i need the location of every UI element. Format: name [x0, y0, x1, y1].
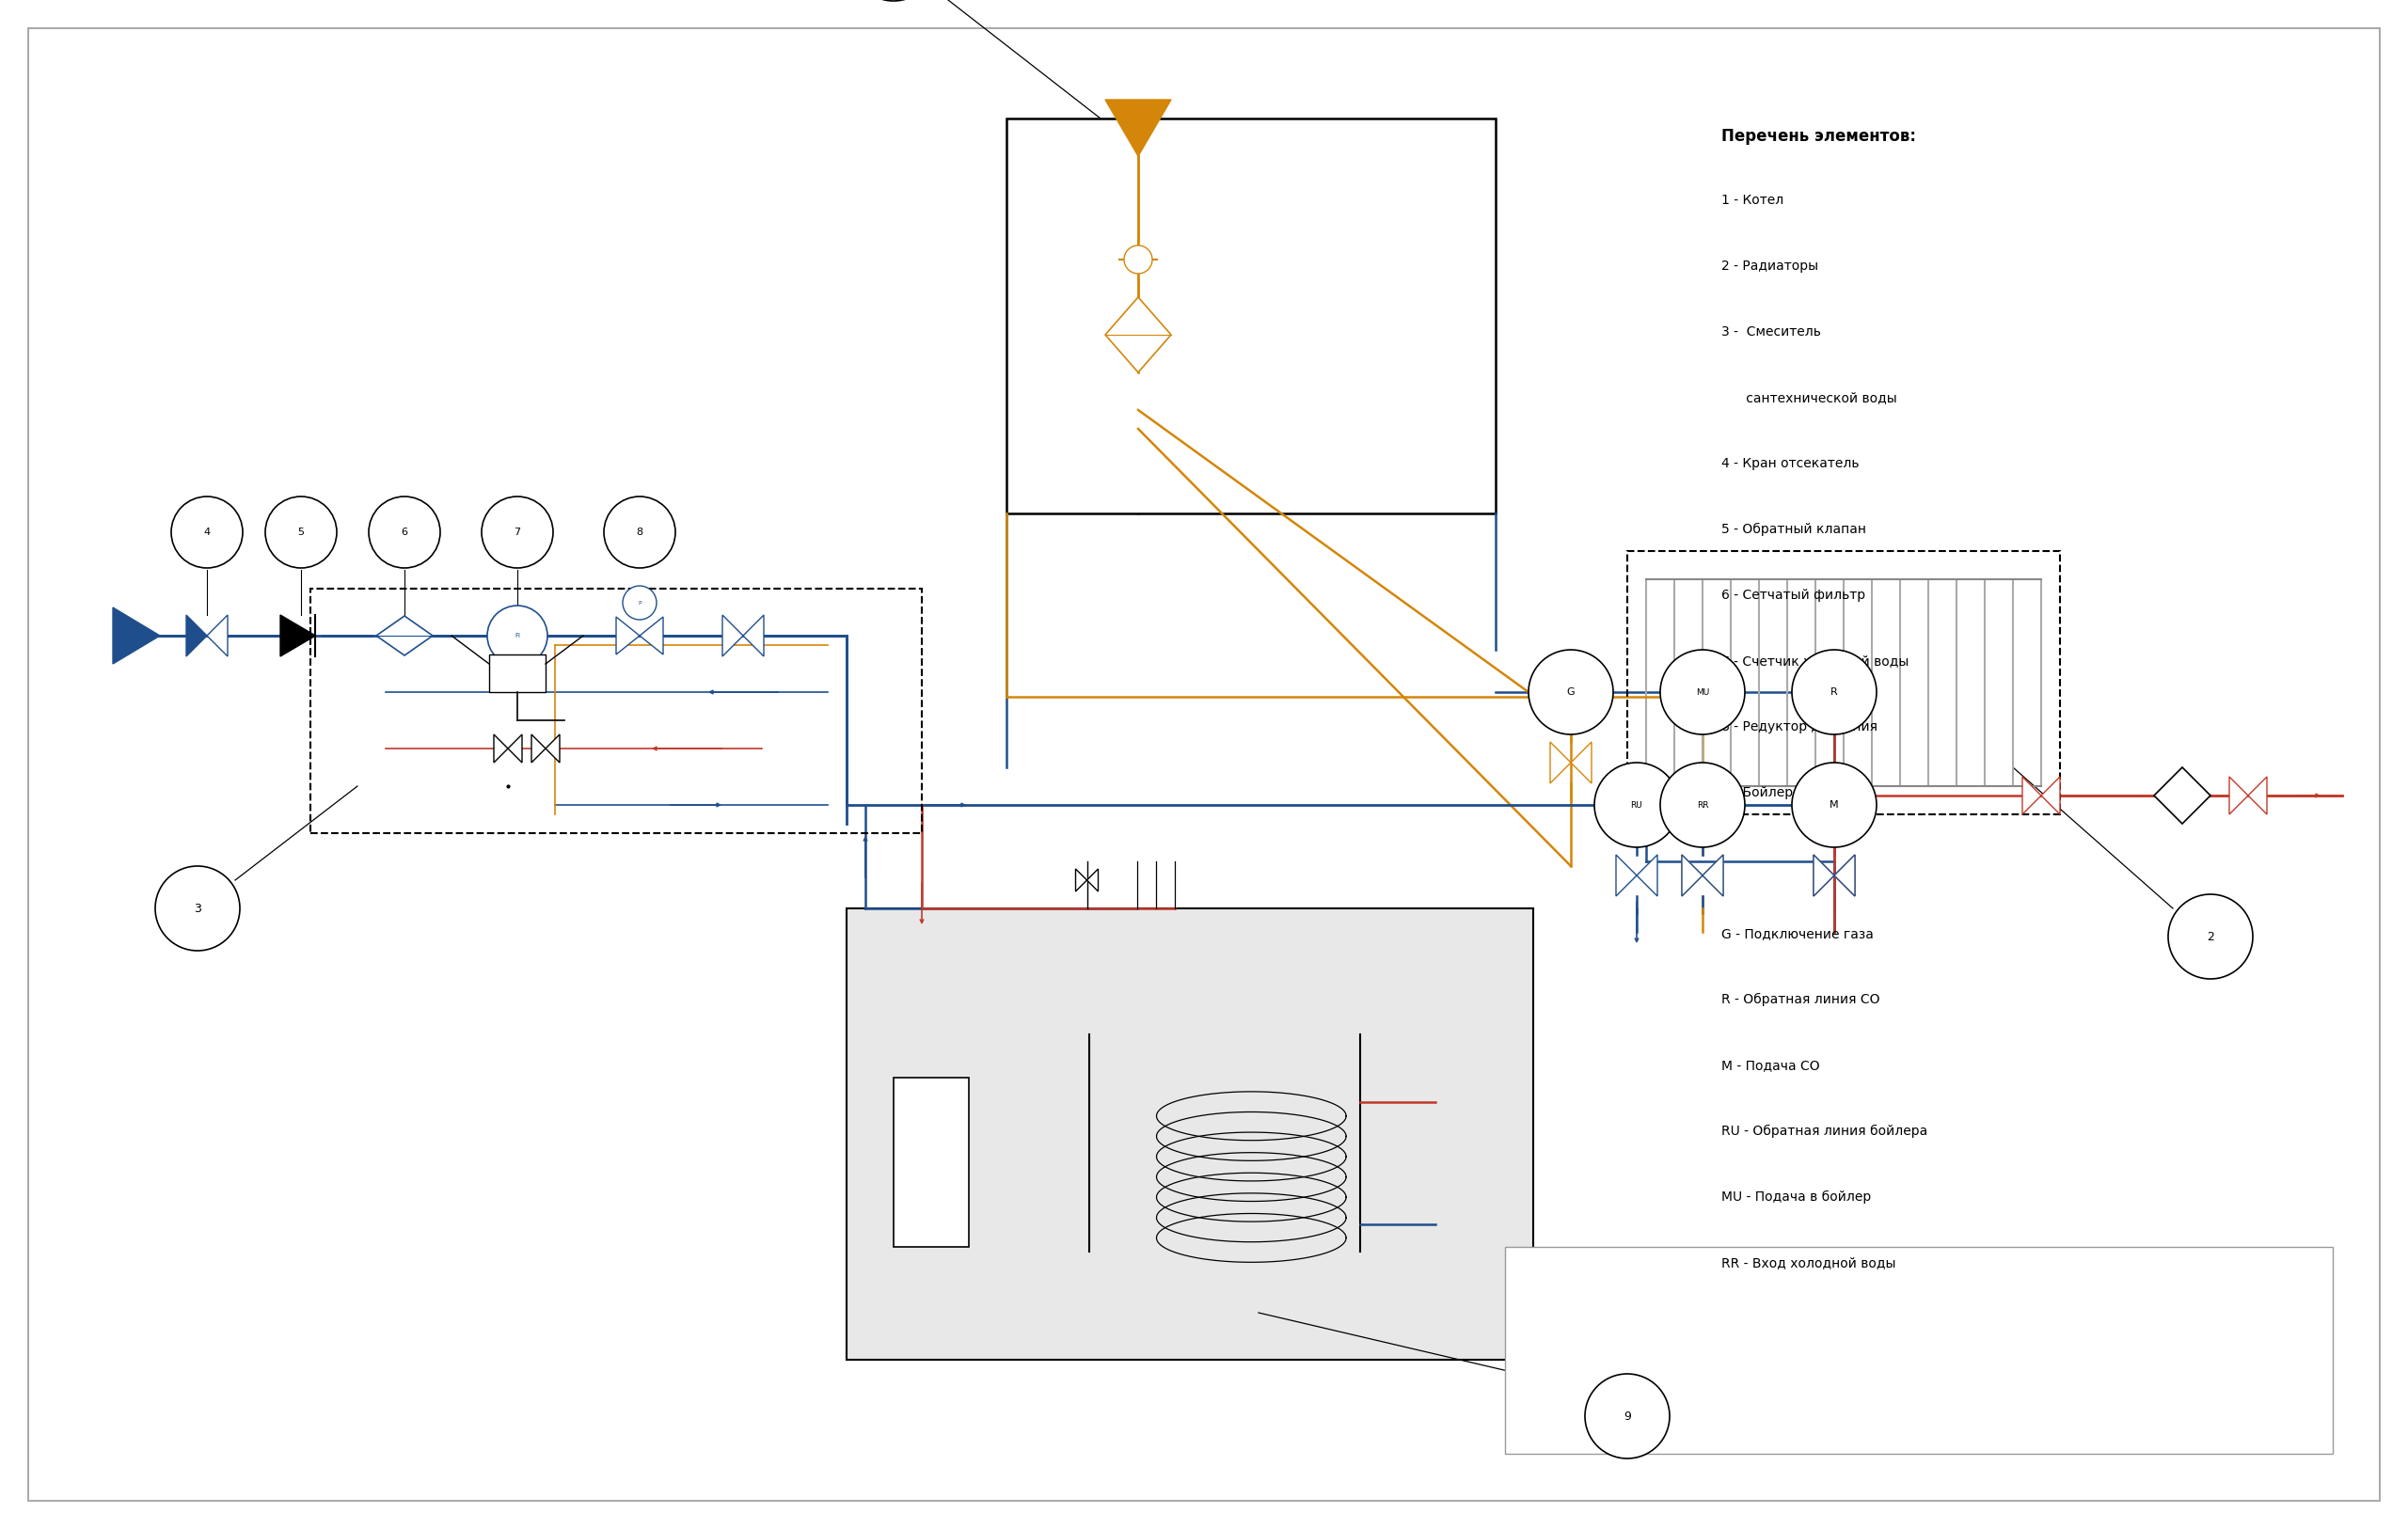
Polygon shape — [376, 616, 433, 656]
Circle shape — [486, 605, 547, 665]
Text: 2 - Радиаторы: 2 - Радиаторы — [1722, 260, 1818, 272]
Polygon shape — [279, 615, 315, 656]
Polygon shape — [1086, 868, 1098, 891]
Polygon shape — [722, 615, 744, 656]
Polygon shape — [641, 616, 662, 654]
Polygon shape — [185, 615, 207, 656]
Bar — [848, 908, 1534, 1359]
Bar — [1628, 550, 2059, 815]
Polygon shape — [489, 654, 547, 693]
Text: 8: 8 — [636, 528, 643, 537]
Polygon shape — [2023, 777, 2042, 815]
Text: M - Подача СО: M - Подача СО — [1722, 1058, 1820, 1072]
Text: FI: FI — [515, 633, 520, 639]
Text: MU: MU — [1695, 688, 1710, 696]
Bar — [893, 1078, 968, 1246]
Text: RU - Обратная линия бойлера: RU - Обратная линия бойлера — [1722, 1125, 1926, 1138]
Text: RU: RU — [1630, 801, 1642, 809]
Polygon shape — [508, 734, 523, 763]
Polygon shape — [1702, 855, 1724, 896]
Text: 6: 6 — [402, 528, 407, 537]
Circle shape — [171, 497, 243, 567]
Text: Перечень элементов:: Перечень элементов: — [1722, 128, 1917, 145]
Polygon shape — [207, 615, 229, 656]
Circle shape — [154, 865, 241, 951]
Text: M: M — [1830, 800, 1840, 810]
Circle shape — [1584, 1375, 1669, 1459]
Text: MU - Подача в бойлер: MU - Подача в бойлер — [1722, 1191, 1871, 1203]
Text: G - Подключение газа: G - Подключение газа — [1722, 927, 1873, 940]
Text: 8 - Редуктор давления: 8 - Редуктор давления — [1722, 720, 1878, 734]
Polygon shape — [494, 734, 508, 763]
Circle shape — [482, 497, 554, 567]
Polygon shape — [1105, 99, 1170, 156]
Circle shape — [1125, 246, 1153, 274]
Text: 9 - Бойлер: 9 - Бойлер — [1722, 786, 1794, 800]
Polygon shape — [616, 616, 641, 654]
Polygon shape — [2155, 768, 2211, 824]
Circle shape — [368, 497, 441, 567]
Polygon shape — [1105, 297, 1170, 373]
Text: 7 - Счетчик холодной воды: 7 - Счетчик холодной воды — [1722, 654, 1910, 668]
Text: 3 -  Смеситель: 3 - Смеситель — [1722, 326, 1820, 338]
Polygon shape — [1702, 855, 1724, 896]
Text: RR - Вход холодной воды: RR - Вход холодной воды — [1722, 1257, 1895, 1269]
Polygon shape — [744, 615, 763, 656]
Polygon shape — [547, 734, 559, 763]
Circle shape — [1594, 763, 1678, 847]
Polygon shape — [1813, 855, 1835, 896]
Text: 9: 9 — [1623, 1410, 1630, 1422]
Text: 5 - Обратный клапан: 5 - Обратный клапан — [1722, 523, 1866, 537]
Text: 5: 5 — [299, 528, 303, 537]
Polygon shape — [113, 607, 159, 664]
Polygon shape — [1637, 855, 1657, 896]
Text: 4 - Кран отсекатель: 4 - Кран отсекатель — [1722, 457, 1859, 471]
Text: RR: RR — [1698, 801, 1707, 809]
Circle shape — [1659, 763, 1746, 847]
Polygon shape — [1835, 855, 1854, 896]
Circle shape — [1792, 650, 1876, 734]
Polygon shape — [2230, 777, 2249, 815]
Text: 2: 2 — [2206, 931, 2215, 943]
Polygon shape — [1681, 855, 1702, 896]
Polygon shape — [1570, 742, 1592, 783]
Polygon shape — [532, 734, 547, 763]
Text: R - Обратная линия СО: R - Обратная линия СО — [1722, 992, 1881, 1006]
Circle shape — [1792, 763, 1876, 847]
Polygon shape — [1076, 868, 1086, 891]
Text: сантехнической воды: сантехнической воды — [1722, 391, 1898, 404]
Text: 3: 3 — [193, 902, 202, 914]
Text: 7: 7 — [513, 528, 520, 537]
Circle shape — [624, 586, 657, 619]
Polygon shape — [1813, 855, 1835, 896]
Text: 1 - Котел: 1 - Котел — [1722, 194, 1784, 206]
Polygon shape — [2249, 777, 2266, 815]
Circle shape — [2167, 894, 2254, 979]
Circle shape — [1659, 650, 1746, 734]
Circle shape — [604, 497, 674, 567]
Bar — [311, 589, 922, 833]
Text: P: P — [638, 601, 641, 605]
Circle shape — [1529, 650, 1613, 734]
Circle shape — [265, 497, 337, 567]
Text: R: R — [1830, 688, 1837, 697]
Bar — [1007, 118, 1495, 514]
Polygon shape — [1835, 855, 1854, 896]
Polygon shape — [1681, 855, 1702, 896]
Text: G: G — [1568, 688, 1575, 697]
Polygon shape — [1616, 855, 1637, 896]
Text: 4: 4 — [205, 528, 209, 537]
Polygon shape — [2042, 777, 2059, 815]
Text: 6 - Сетчатый фильтр: 6 - Сетчатый фильтр — [1722, 589, 1866, 602]
Polygon shape — [1551, 742, 1570, 783]
Bar — [1505, 1246, 2333, 1454]
